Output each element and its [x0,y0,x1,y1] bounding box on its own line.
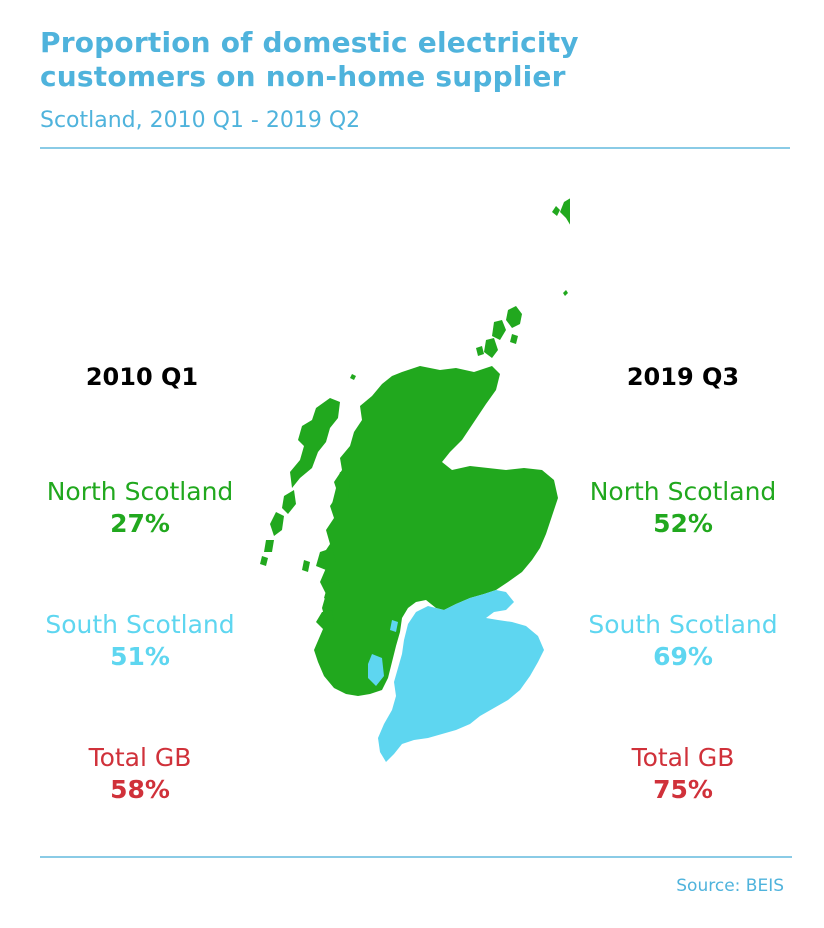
chart-title: Proportion of domestic electricity custo… [40,26,780,94]
title-line-2: customers on non-home supplier [40,60,566,93]
left-south-value: 51% [110,642,170,671]
left-north-stat: North Scotland 27% [15,477,265,541]
right-north-stat: North Scotland 52% [558,477,808,541]
right-south-label: South Scotland [588,610,778,639]
right-north-label: North Scotland [589,477,777,506]
bottom-divider [40,856,792,858]
top-divider [40,147,790,149]
left-period-heading: 2010 Q1 [85,363,199,391]
chart-subtitle: Scotland, 2010 Q1 - 2019 Q2 [40,108,361,133]
right-total-value: 75% [653,775,713,804]
left-total-stat: Total GB 58% [15,743,265,807]
right-south-stat: South Scotland 69% [558,610,808,674]
left-total-label: Total GB [88,743,192,772]
left-south-stat: South Scotland 51% [15,610,265,674]
north-scotland-region [314,366,558,696]
right-total-stat: Total GB 75% [558,743,808,807]
inner-hebrides [302,472,350,630]
source-note: Source: BEIS [676,876,784,896]
right-total-label: Total GB [631,743,735,772]
orkney-islands [476,306,522,358]
left-total-value: 58% [110,775,170,804]
right-north-value: 52% [653,509,713,538]
scotland-map [260,198,570,762]
left-north-value: 27% [110,509,170,538]
title-line-1: Proportion of domestic electricity [40,26,579,59]
left-north-label: North Scotland [46,477,234,506]
outer-hebrides [260,374,356,566]
left-south-label: South Scotland [45,610,235,639]
south-scotland-region [378,590,544,762]
right-period-heading: 2019 Q3 [626,363,740,391]
clyde-islands [368,620,398,686]
shetland-islands [552,198,570,296]
right-south-value: 69% [653,642,713,671]
